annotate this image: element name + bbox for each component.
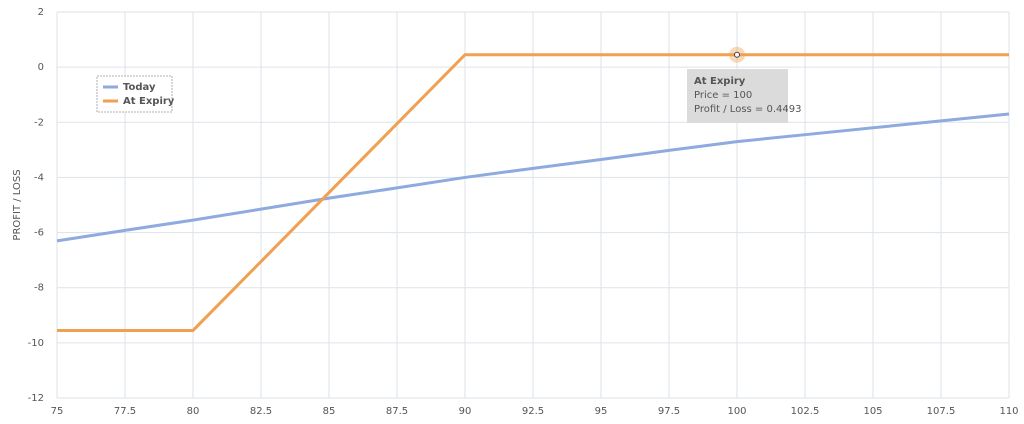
- series-line: [56, 112, 1010, 243]
- y-tick-label: -6: [34, 228, 44, 239]
- x-tick-label: 85: [323, 406, 336, 417]
- x-tick-label: 97.5: [658, 406, 680, 417]
- x-tick-label: 110: [999, 406, 1018, 417]
- x-tick-label: 80: [187, 406, 200, 417]
- tooltip-title: At Expiry: [694, 76, 746, 87]
- x-tick-label: 82.5: [250, 406, 272, 417]
- x-tick-label: 87.5: [386, 406, 408, 417]
- x-tick-label: 92.5: [522, 406, 544, 417]
- x-tick-label: 75: [51, 406, 64, 417]
- y-tick-label: -12: [28, 393, 44, 404]
- x-tick-label: 90: [459, 406, 472, 417]
- tooltip-line: Price = 100: [694, 90, 752, 101]
- y-tick-label: -10: [28, 338, 44, 349]
- y-tick-label: 2: [38, 7, 44, 18]
- highlight-point: [734, 51, 740, 58]
- x-tick-label: 95: [595, 406, 608, 417]
- y-tick-label: -4: [34, 172, 44, 183]
- series-line: [57, 53, 1009, 332]
- y-axis-label: PROFIT / LOSS: [12, 169, 23, 240]
- x-tick-label: 107.5: [927, 406, 956, 417]
- legend-label: Today: [123, 82, 156, 93]
- y-tick-label: -8: [34, 283, 44, 294]
- y-tick-label: -2: [34, 117, 44, 128]
- tooltip: At Expiry Price = 100 Profit / Loss = 0.44…: [687, 69, 801, 123]
- legend-box: [96, 75, 173, 113]
- x-tick-label: 100: [727, 406, 746, 417]
- x-tick-label: 102.5: [791, 406, 820, 417]
- legend-label: At Expiry: [123, 96, 175, 107]
- x-tick-label: 77.5: [114, 406, 136, 417]
- x-tick-label: 105: [863, 406, 882, 417]
- legend: Today At Expiry: [96, 75, 175, 113]
- tooltip-line: Profit / Loss = 0.4493: [694, 104, 801, 115]
- tooltip-box: [687, 69, 788, 123]
- y-tick-label: 0: [38, 62, 44, 73]
